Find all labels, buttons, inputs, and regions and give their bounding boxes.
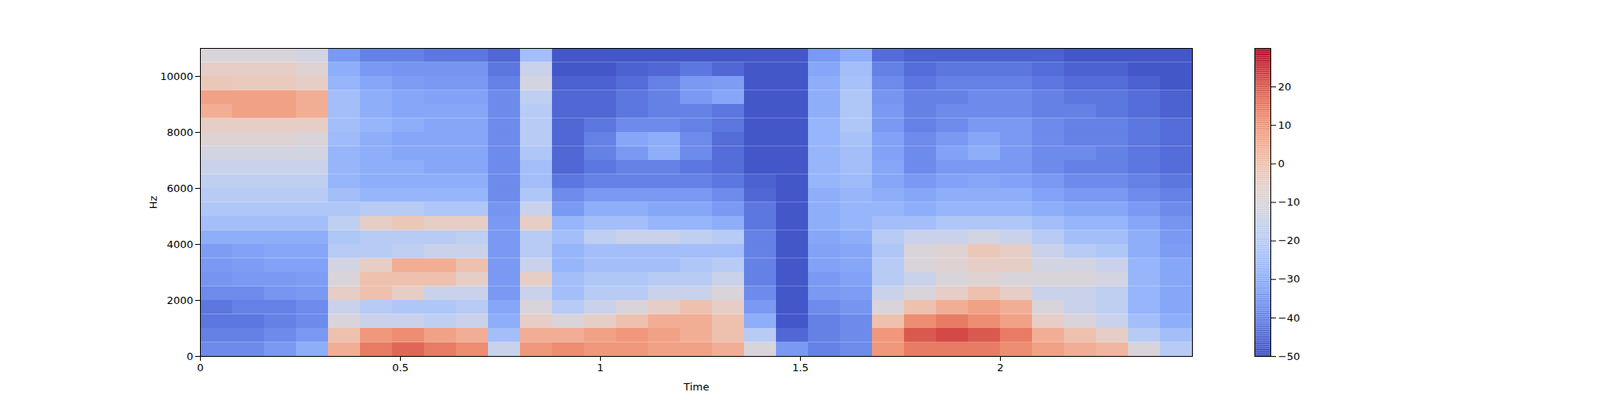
- svg-text:0: 0: [186, 350, 193, 363]
- svg-text:Hz: Hz: [147, 196, 160, 210]
- svg-text:−50: −50: [1278, 350, 1300, 363]
- svg-text:2000: 2000: [166, 294, 193, 307]
- svg-text:8000: 8000: [166, 126, 193, 139]
- svg-text:−30: −30: [1278, 272, 1300, 285]
- svg-text:10000: 10000: [160, 70, 193, 83]
- svg-text:20: 20: [1278, 80, 1292, 93]
- svg-text:0.5: 0.5: [392, 361, 409, 374]
- svg-text:4000: 4000: [166, 238, 193, 251]
- svg-text:Time: Time: [683, 380, 710, 393]
- svg-text:0: 0: [1278, 157, 1285, 170]
- svg-text:−40: −40: [1278, 312, 1300, 324]
- svg-text:6000: 6000: [166, 182, 193, 195]
- svg-text:2: 2: [996, 361, 1004, 374]
- svg-text:10: 10: [1278, 119, 1292, 132]
- svg-text:−20: −20: [1278, 234, 1300, 247]
- svg-text:0: 0: [196, 361, 204, 374]
- svg-text:1.5: 1.5: [792, 361, 809, 374]
- svg-text:−10: −10: [1278, 196, 1300, 208]
- svg-text:1: 1: [596, 361, 604, 374]
